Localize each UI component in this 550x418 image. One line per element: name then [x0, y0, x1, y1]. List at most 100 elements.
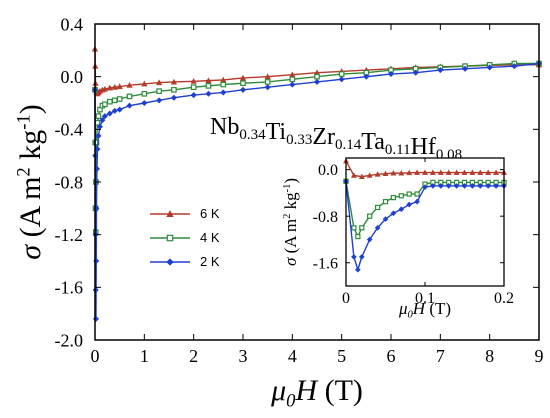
- inset-y-tick-label: -1.6: [313, 255, 338, 272]
- main-y-axis-label: σ (A m2 kg-1): [14, 104, 48, 259]
- main-point-2-k-12: [101, 113, 108, 120]
- inset-point-2-k-3: [358, 254, 365, 260]
- main-x-tick-label: 0: [91, 346, 100, 366]
- main-point-6-k-14: [141, 80, 148, 87]
- composition-annotation: Nb0.34Ti0.33Zr0.14Ta0.11Hf0.08: [210, 114, 462, 163]
- main-point-6-k-17: [190, 78, 197, 84]
- main-x-tick-label: 1: [140, 346, 149, 366]
- main-point-2-k-33: [486, 64, 493, 71]
- inset-point-2-k-4: [366, 236, 373, 243]
- inset-point-6-k-10: [422, 169, 428, 175]
- inset-series-line-4-k: [345, 181, 504, 239]
- inset-point-6-k-9: [414, 169, 421, 175]
- main-series-line-2-k: [94, 62, 540, 319]
- main-point-6-k-10: [106, 84, 113, 91]
- main-point-2-k-21: [205, 90, 212, 97]
- main-point-2-k-4: [92, 315, 100, 322]
- main-point-6-k-20: [239, 74, 247, 81]
- inset-point-4-k-1: [351, 225, 357, 231]
- main-point-2-k-30: [412, 69, 419, 76]
- main-point-4-k-13: [116, 96, 123, 102]
- inset-point-6-k-15: [461, 169, 468, 175]
- inset-point-2-k-12: [430, 183, 436, 189]
- main-point-2-k-31: [437, 67, 444, 74]
- main-point-2-k-14: [111, 107, 118, 114]
- main-plot: 0 1 2 3 4 5 6 7 8 9 -2.0 -1.6 -1.2 -0.8 -0.4 0.0 0.4 μ0H …: [14, 14, 544, 411]
- main-point-4-k-10: [102, 101, 108, 108]
- main-y-tick-label: -2.0: [55, 330, 84, 350]
- main-point-4-k-24: [314, 73, 320, 80]
- main-point-4-k-23: [289, 76, 296, 83]
- main-point-2-k-9: [95, 132, 102, 139]
- inset-point-2-k-16: [461, 183, 468, 189]
- inset-point-2-k-9: [406, 201, 413, 208]
- inset-point-6-k-5: [382, 170, 389, 177]
- inset-point-2-k-1: [351, 254, 357, 260]
- main-point-2-k-13: [106, 110, 113, 117]
- inset-x-tick-label: 0: [342, 290, 350, 307]
- inset-point-6-k-2: [358, 173, 365, 179]
- main-y-tick-label: -1.6: [55, 278, 84, 298]
- legend-marker-2-k: [166, 258, 174, 266]
- main-point-4-k-11: [106, 98, 113, 105]
- main-x-tick-label: 4: [288, 346, 297, 366]
- main-point-2-k-16: [126, 102, 133, 109]
- inset-x-tick-label: 0.2: [494, 290, 514, 307]
- inset-point-6-k-16: [469, 169, 476, 175]
- inset-point-2-k-10: [414, 198, 420, 205]
- inset-point-6-k-19: [493, 169, 500, 175]
- inset-point-4-k-8: [398, 193, 404, 199]
- inset-y-tick-label: 0.0: [318, 162, 338, 179]
- inset-point-4-k-9: [406, 191, 412, 197]
- inset-point-4-k-5: [374, 204, 381, 211]
- main-series-line-4-k: [94, 62, 539, 233]
- main-point-6-k-9: [101, 85, 108, 92]
- inset-point-2-k-6: [382, 216, 389, 222]
- inset-point-2-k-17: [469, 183, 476, 189]
- main-point-4-k-25: [338, 71, 345, 77]
- legend-label-6-k: 6 K: [200, 206, 220, 221]
- inset-series-6-k: [343, 157, 507, 179]
- main-point-4-k-6: [94, 119, 101, 126]
- inset-point-4-k-2: [355, 233, 361, 240]
- main-point-6-k-11: [111, 83, 118, 90]
- main-point-6-k-18: [205, 77, 212, 84]
- main-point-2-k-27: [338, 76, 345, 83]
- main-point-6-k-12: [116, 83, 123, 90]
- legend-marker-4-k: [166, 234, 174, 242]
- main-x-axis-label: μ0H (T): [270, 374, 363, 412]
- main-point-4-k-18: [190, 84, 197, 91]
- inset-point-2-k-15: [453, 183, 460, 189]
- main-point-2-k-11: [99, 117, 106, 124]
- main-point-2-k-29: [387, 71, 395, 78]
- inset-point-2-k-7: [390, 210, 397, 217]
- inset-point-6-k-11: [429, 169, 436, 175]
- main-point-2-k-26: [313, 78, 321, 85]
- main-y-tick-label: -1.2: [55, 225, 84, 245]
- inset-point-2-k-14: [445, 183, 452, 189]
- main-point-2-k-28: [363, 73, 370, 80]
- main-point-4-k-21: [240, 80, 246, 87]
- main-point-2-k-17: [141, 99, 148, 107]
- inset-point-6-k-14: [453, 169, 460, 175]
- inset-point-2-k-2: [355, 266, 361, 273]
- main-point-2-k-19: [170, 94, 177, 101]
- inset-point-6-k-8: [406, 169, 413, 176]
- main-point-6-k-16: [170, 78, 178, 85]
- inset-point-4-k-10: [414, 191, 420, 197]
- inset-point-6-k-18: [485, 169, 492, 175]
- main-point-2-k-15: [116, 106, 123, 113]
- main-point-4-k-7: [95, 113, 102, 119]
- main-point-2-k-25: [289, 81, 296, 88]
- inset-x-axis-label: μ0H (T): [398, 299, 451, 321]
- inset-point-6-k-1: [350, 172, 357, 178]
- inset-point-4-k-6: [382, 198, 389, 205]
- inset-y-axis-label: σ (A m2 kg-1): [281, 178, 300, 266]
- main-point-2-k-24: [264, 84, 271, 91]
- inset-point-6-k-13: [445, 169, 452, 175]
- inset-point-4-k-3: [359, 225, 365, 231]
- main-y-tick-label: -0.8: [55, 172, 84, 192]
- legend: 6 K 4 K 2 K: [150, 206, 220, 269]
- main-point-2-k-22: [220, 89, 227, 96]
